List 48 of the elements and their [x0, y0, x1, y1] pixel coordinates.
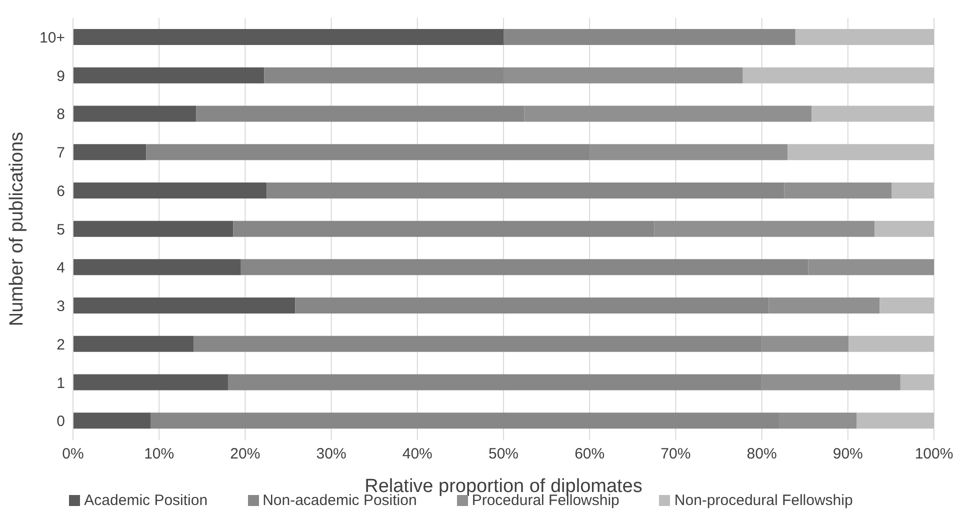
- y-tick-label: 6: [56, 182, 65, 200]
- bar: [73, 144, 146, 160]
- bar: [73, 182, 267, 198]
- x-tick-label: 40%: [402, 446, 432, 463]
- y-tick-label: 0: [56, 413, 65, 430]
- bar: [73, 220, 234, 237]
- bar: [788, 144, 934, 160]
- x-tick-label: 10%: [144, 446, 174, 463]
- bar: [73, 259, 241, 276]
- legend-label: Non-academic Position: [262, 492, 417, 509]
- x-tick-label: 80%: [746, 446, 777, 463]
- y-tick-label: 8: [56, 106, 65, 124]
- y-tick-label: 9: [56, 68, 65, 85]
- x-tick-label: 100%: [914, 446, 954, 463]
- y-tick-label: 2: [56, 336, 65, 354]
- bar: [73, 67, 264, 84]
- bar: [880, 298, 934, 314]
- bar: [73, 374, 228, 390]
- bar: [900, 374, 934, 390]
- bar: [856, 412, 934, 429]
- bar: [812, 106, 934, 122]
- x-tick-label: 60%: [574, 446, 605, 463]
- bar: [874, 220, 934, 237]
- x-tick-label: 20%: [230, 446, 260, 463]
- bar: [848, 336, 934, 352]
- y-tick-label: 4: [56, 260, 65, 277]
- y-tick-label: 5: [56, 221, 65, 238]
- y-tick-label: 10+: [40, 30, 66, 47]
- bar: [73, 106, 196, 122]
- bar: [795, 29, 934, 45]
- bar: [504, 29, 796, 45]
- bar: [73, 298, 296, 314]
- bar: [73, 336, 194, 352]
- bar: [73, 29, 504, 45]
- x-tick-label: 70%: [660, 446, 691, 463]
- y-tick-label: 3: [56, 298, 65, 316]
- bar: [742, 67, 934, 84]
- bar: [892, 182, 934, 198]
- y-tick-label: 1: [56, 374, 65, 392]
- x-tick-label: 0%: [62, 446, 84, 463]
- x-tick-label: 30%: [316, 446, 346, 463]
- x-tick-label: 90%: [832, 446, 863, 463]
- y-tick-label: 7: [56, 144, 65, 162]
- legend-label: Non-procedural Fellowship: [674, 492, 853, 509]
- y-axis-title: Number of publications: [6, 132, 28, 326]
- x-tick-label: 50%: [488, 446, 519, 463]
- bar: [73, 412, 150, 429]
- legend-label: Academic Position: [84, 492, 208, 509]
